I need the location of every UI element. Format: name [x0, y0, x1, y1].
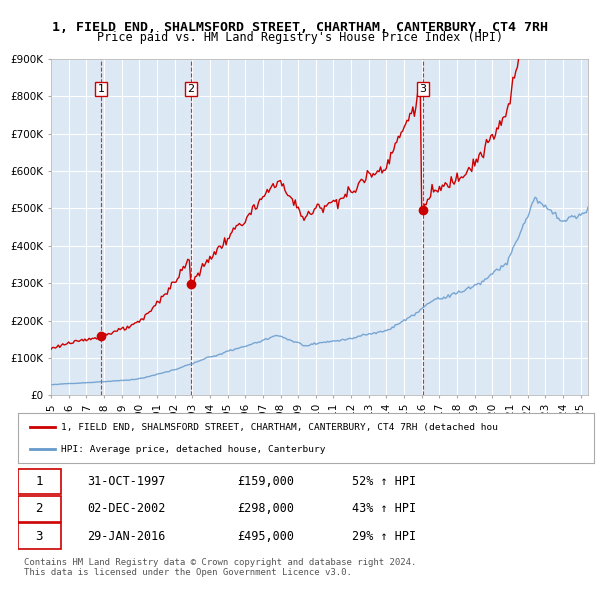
- Text: 2: 2: [35, 502, 43, 516]
- Text: 3: 3: [35, 530, 43, 543]
- Text: £298,000: £298,000: [237, 502, 294, 516]
- Text: Price paid vs. HM Land Registry's House Price Index (HPI): Price paid vs. HM Land Registry's House …: [97, 31, 503, 44]
- Text: 1, FIELD END, SHALMSFORD STREET, CHARTHAM, CANTERBURY, CT4 7RH: 1, FIELD END, SHALMSFORD STREET, CHARTHA…: [52, 21, 548, 34]
- Text: Contains HM Land Registry data © Crown copyright and database right 2024.: Contains HM Land Registry data © Crown c…: [24, 558, 416, 566]
- Text: 1: 1: [97, 84, 104, 94]
- Text: 29-JAN-2016: 29-JAN-2016: [87, 530, 166, 543]
- Text: 43% ↑ HPI: 43% ↑ HPI: [352, 502, 416, 516]
- Text: HPI: Average price, detached house, Canterbury: HPI: Average price, detached house, Cant…: [61, 445, 326, 454]
- FancyBboxPatch shape: [18, 523, 61, 549]
- Text: £159,000: £159,000: [237, 475, 294, 488]
- Text: 02-DEC-2002: 02-DEC-2002: [87, 502, 166, 516]
- Text: 29% ↑ HPI: 29% ↑ HPI: [352, 530, 416, 543]
- Text: 1, FIELD END, SHALMSFORD STREET, CHARTHAM, CANTERBURY, CT4 7RH (detached hou: 1, FIELD END, SHALMSFORD STREET, CHARTHA…: [61, 422, 498, 431]
- Text: 3: 3: [419, 84, 427, 94]
- Text: 1: 1: [35, 475, 43, 488]
- FancyBboxPatch shape: [18, 496, 61, 522]
- Text: 2: 2: [187, 84, 194, 94]
- FancyBboxPatch shape: [18, 468, 61, 494]
- Text: 31-OCT-1997: 31-OCT-1997: [87, 475, 166, 488]
- Text: This data is licensed under the Open Government Licence v3.0.: This data is licensed under the Open Gov…: [24, 568, 352, 576]
- Text: 52% ↑ HPI: 52% ↑ HPI: [352, 475, 416, 488]
- Text: £495,000: £495,000: [237, 530, 294, 543]
